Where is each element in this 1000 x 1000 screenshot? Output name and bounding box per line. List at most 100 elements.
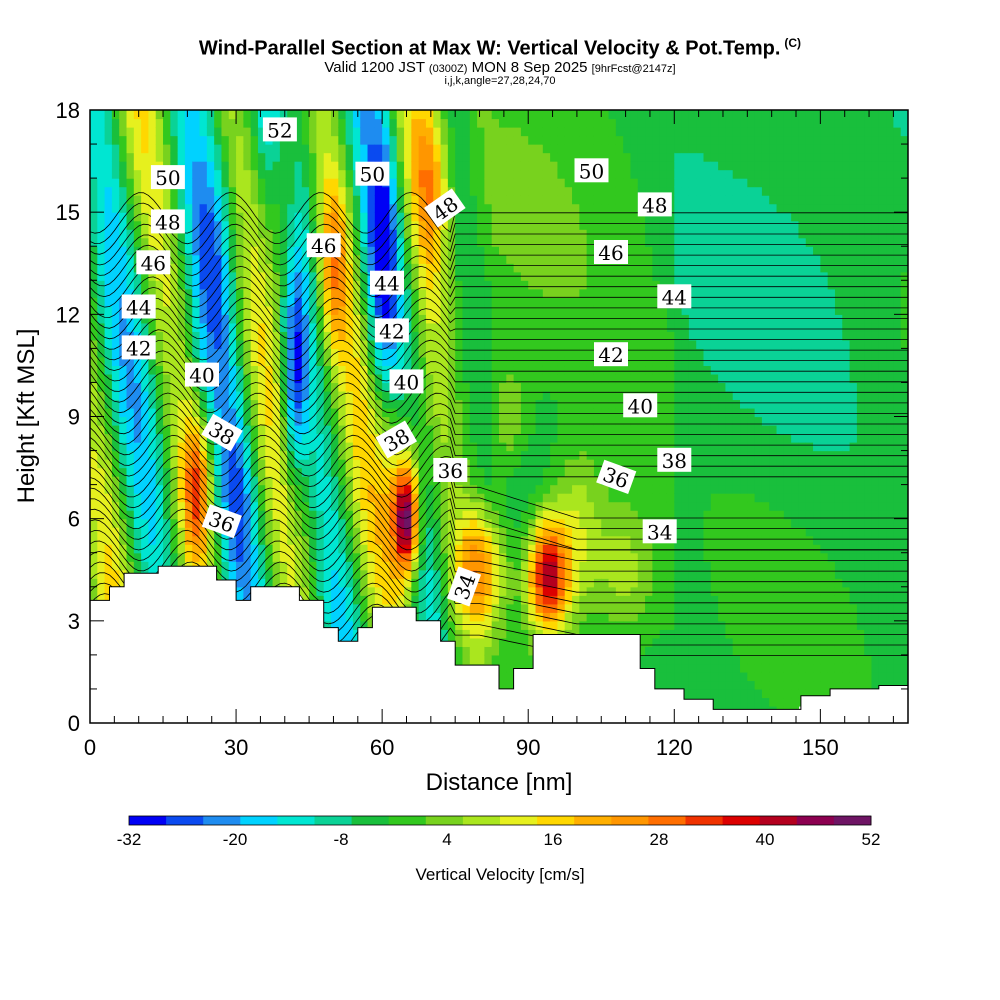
field-cell [126,561,135,571]
field-cell [586,603,595,613]
field-cell [659,484,668,494]
field-cell [440,407,449,418]
field-cell [425,382,434,392]
field-cell [681,518,690,528]
field-cell [513,493,522,503]
field-cell [535,518,544,528]
field-cell [469,552,478,562]
field-cell [192,152,201,162]
field-cell [528,280,537,290]
field-cell [367,220,376,230]
field-cell [396,586,405,596]
field-cell [389,407,398,418]
field-cell [499,646,507,656]
field-cell [499,663,507,673]
field-cell [199,220,208,230]
field-cell [287,467,296,477]
field-cell [287,382,296,392]
field-cell [659,169,668,179]
field-cell [272,467,281,477]
field-cell [652,595,661,605]
field-cell [491,654,500,665]
field-cell [309,144,318,154]
field-cell [155,348,164,358]
field-cell [272,203,281,213]
field-cell [630,237,639,247]
field-cell [331,373,339,384]
field-cell [155,339,164,349]
field-cell [579,322,588,332]
field-cell [557,450,566,460]
field-cell [111,578,120,588]
field-cell [141,110,150,120]
field-cell [323,212,332,222]
field-cell [572,390,580,401]
field-cell [528,118,537,128]
field-cell [404,280,412,290]
field-cell [309,118,318,128]
field-cell [579,186,588,196]
field-cell [491,254,500,264]
field-cell [126,161,135,171]
field-cell [462,382,471,392]
field-cell [491,629,500,639]
field-cell [425,510,434,520]
field-cell [374,467,383,477]
field-cell [265,433,274,443]
field-cell [272,535,281,545]
field-cell [119,212,128,222]
field-cell [192,493,201,503]
field-cell [542,373,551,384]
field-cell [272,561,281,571]
field-cell [425,552,434,562]
field-cell [630,450,639,460]
field-cell [404,297,412,307]
field-cell [418,161,427,171]
field-cell [637,152,646,162]
field-cell [469,484,478,494]
field-cell [287,212,296,222]
field-cell [411,161,420,171]
field-cell [645,510,653,520]
field-cell [455,288,464,298]
field-cell [499,535,507,545]
field-cell [236,237,244,247]
field-cell [615,382,624,392]
field-cell [206,297,215,307]
field-cell [440,237,449,247]
field-cell [163,425,171,435]
field-cell [564,476,573,486]
field-cell [564,561,573,571]
field-cell [433,127,442,137]
field-cell [104,178,113,188]
field-cell [659,382,668,392]
field-cell [170,305,179,315]
field-cell [163,322,171,332]
field-cell [287,195,296,205]
field-cell [243,416,252,426]
field-cell [382,220,391,230]
field-cell [214,552,223,562]
field-cell [243,527,252,537]
field-cell [97,237,106,247]
field-cell [499,246,507,256]
field-cell [338,569,347,579]
field-cell [367,373,376,384]
field-cell [506,263,515,273]
field-cell [141,203,150,213]
field-cell [579,629,588,639]
field-cell [462,110,471,120]
field-cell [404,467,412,477]
field-cell [345,586,354,596]
field-cell [214,561,223,571]
field-cell [440,629,449,639]
field-cell [528,356,537,367]
field-cell [396,220,405,230]
field-cell [199,416,208,426]
field-cell [455,365,464,375]
field-cell [615,288,624,298]
field-cell [550,501,559,511]
field-cell [133,186,142,196]
field-cell [323,399,332,409]
field-cell [462,399,471,409]
